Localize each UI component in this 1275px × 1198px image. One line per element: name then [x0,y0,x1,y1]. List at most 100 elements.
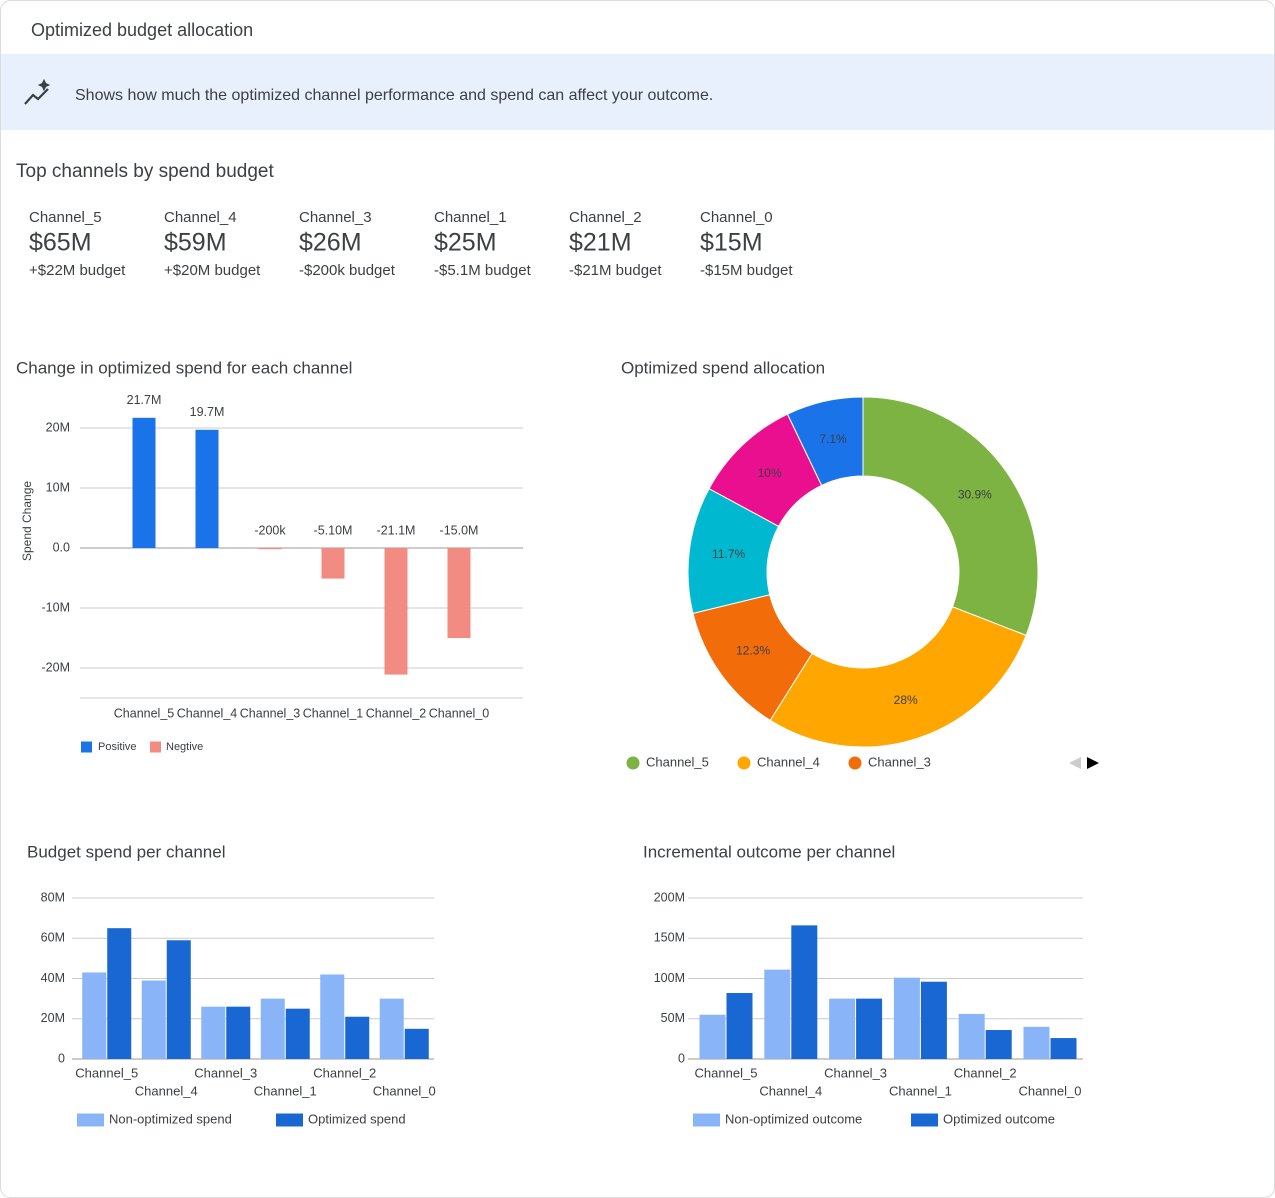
channel-spend: $15M [700,229,763,257]
legend-label: Channel_3 [868,754,931,769]
legend-label: Negtive [166,741,203,753]
x-tick-label: Channel_5 [114,706,175,720]
banner [1,54,1274,130]
y-tick-label: -10M [42,600,70,614]
channel-change: -$200k budget [299,262,396,279]
channel-change: +$20M budget [164,262,261,279]
x-tick-label: Channel_2 [313,1065,376,1080]
channel-name: Channel_2 [569,209,642,226]
legend-swatch [693,1113,720,1127]
bar [1023,1026,1050,1059]
channel-spend: $25M [434,229,497,257]
slice-label: 11.7% [712,547,745,561]
value-label: -200k [254,523,286,537]
x-tick-label: Channel_0 [429,706,490,720]
chart-title: Incremental outcome per channel [643,842,895,861]
pie-slice [786,396,864,487]
x-tick-label: Channel_4 [177,706,238,720]
bar [201,1006,226,1059]
x-tick-label: Channel_1 [303,706,364,720]
legend-label: Channel_4 [757,754,820,769]
value-label: -21.1M [377,523,416,537]
channel-name: Channel_3 [299,209,372,226]
chart-title: Budget spend per channel [27,842,226,861]
y-tick-label: 150M [654,931,685,945]
bar [107,928,132,1059]
x-tick-label: Channel_0 [373,1083,436,1098]
bar [132,417,156,548]
value-label: -15.0M [440,523,479,537]
bar [726,992,753,1059]
legend-label: Non-optimized spend [109,1111,232,1126]
legend-swatch [737,756,751,770]
bar [829,998,856,1059]
x-tick-label: Channel_3 [240,706,301,720]
x-tick-label: Channel_2 [954,1065,1017,1080]
channel-name: Channel_4 [164,209,237,226]
legend-label: Positive [98,741,137,753]
pager[interactable] [1069,757,1099,769]
y-tick-label: 20M [46,420,70,434]
bar [893,977,920,1059]
legend-label: Optimized spend [308,1111,406,1126]
legend-swatch [848,756,862,770]
channel-change: -$21M budget [569,262,662,279]
y-tick-label: 50M [661,1011,685,1025]
bar [791,925,818,1059]
channel-name: Channel_5 [29,209,102,226]
section-title: Top channels by spend budget [16,161,274,182]
legend-label: Non-optimized outcome [725,1111,862,1126]
x-tick-label: Channel_4 [759,1083,822,1098]
bar [320,974,345,1059]
x-tick-label: Channel_3 [194,1065,257,1080]
legend-swatch [81,741,92,753]
channel-spend: $65M [29,229,92,257]
y-tick-label: 0 [58,1051,65,1065]
y-tick-label: 200M [654,890,685,904]
prev-page[interactable] [1069,757,1081,769]
next-page[interactable] [1087,757,1099,769]
bar [699,1014,726,1059]
pie-slice [769,606,1027,748]
channel-change: -$5.1M budget [434,262,532,279]
bar [384,548,408,675]
channel-spend: $26M [299,229,362,257]
legend-swatch [626,756,640,770]
bar [226,1006,251,1059]
value-label: 21.7M [127,393,162,407]
x-tick-label: Channel_0 [1019,1083,1082,1098]
y-tick-label: 40M [41,971,65,985]
slice-label: 7.1% [819,432,847,446]
legend-swatch [77,1113,104,1127]
slice-label: 10% [758,466,782,480]
banner-text: Shows how much the optimized channel per… [75,87,713,104]
bar [404,1028,429,1059]
bar [285,1008,310,1059]
bar [379,998,404,1059]
legend-label: Channel_5 [646,754,709,769]
legend-swatch [276,1113,303,1127]
bar [195,429,219,548]
chart-title: Optimized spend allocation [621,358,825,377]
bar [260,998,285,1059]
legend-swatch [150,741,161,753]
legend-label: Optimized outcome [943,1111,1055,1126]
bar [82,972,107,1059]
bar [321,548,345,579]
bar [166,940,191,1059]
x-tick-label: Channel_1 [889,1083,952,1098]
x-tick-label: Channel_5 [695,1065,758,1080]
value-label: -5.10M [314,523,353,537]
y-tick-label: 60M [41,931,65,945]
y-tick-label: -20M [42,660,70,674]
slice-label: 30.9% [958,488,992,502]
bar [1050,1038,1077,1059]
y-tick-label: 20M [41,1011,65,1025]
header-title: Optimized budget allocation [31,20,253,40]
x-tick-label: Channel_3 [824,1065,887,1080]
y-tick-label: 80M [41,890,65,904]
channel-name: Channel_1 [434,209,507,226]
channel-name: Channel_0 [700,209,773,226]
